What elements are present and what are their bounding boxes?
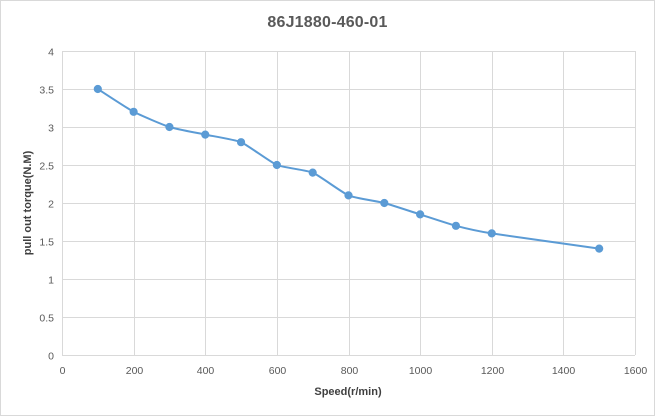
y-tick-labels: 0 0.5 1 1.5 2 2.5 3 3.5 4 [39,47,54,363]
data-point [595,244,604,253]
x-tick-label: 1400 [552,365,576,377]
x-tick-label: 400 [197,365,215,377]
series-layer [93,84,604,253]
y-tick-label: 3 [48,123,54,135]
data-point [201,130,210,139]
x-tick-label: 0 [60,365,66,377]
data-point [451,221,461,230]
data-point [129,107,138,116]
x-tick-label: 1200 [481,365,505,377]
y-tick-label: 0.5 [39,313,54,325]
x-tick-label: 1000 [409,365,433,377]
chart-title: 86J1880-460-01 [267,14,388,31]
y-tick-label: 4 [48,47,54,59]
data-point [416,210,425,219]
x-tick-label: 800 [341,365,359,377]
x-tick-label: 200 [126,365,144,377]
x-tick-label: 600 [269,365,287,377]
y-tick-label: 2.5 [39,161,54,173]
data-point [344,191,353,200]
data-point [272,160,281,170]
data-point [165,122,174,132]
data-point [380,198,389,208]
y-tick-label: 3.5 [39,85,54,97]
y-tick-label: 0 [48,351,54,363]
data-point [93,84,102,94]
x-tick-label: 1600 [624,365,648,377]
data-point [487,229,496,238]
y-tick-label: 1.5 [39,237,54,249]
x-tick-labels: 0 200 400 600 800 1000 1200 1400 1600 [60,365,648,377]
gridlines [62,51,636,356]
data-point [236,138,246,147]
x-axis-title: Speed(r/min) [314,386,382,398]
series-line [96,88,601,250]
data-point [308,168,317,177]
y-tick-label: 1 [48,275,54,287]
y-axis-title: pull out torque(N.M) [22,150,34,255]
y-tick-label: 2 [48,199,54,211]
